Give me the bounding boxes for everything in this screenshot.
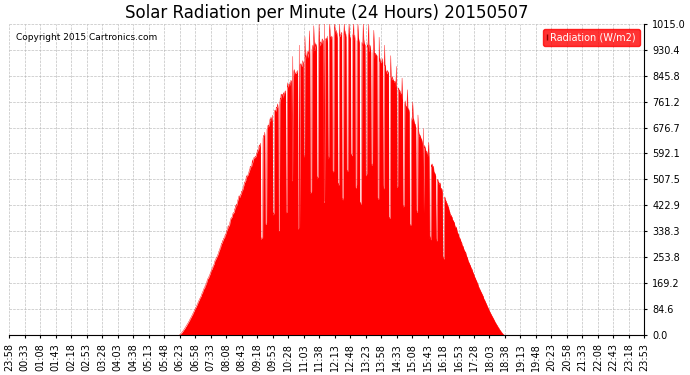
Text: Copyright 2015 Cartronics.com: Copyright 2015 Cartronics.com [15, 33, 157, 42]
Legend: Radiation (W/m2): Radiation (W/m2) [543, 28, 640, 46]
Title: Solar Radiation per Minute (24 Hours) 20150507: Solar Radiation per Minute (24 Hours) 20… [125, 4, 529, 22]
